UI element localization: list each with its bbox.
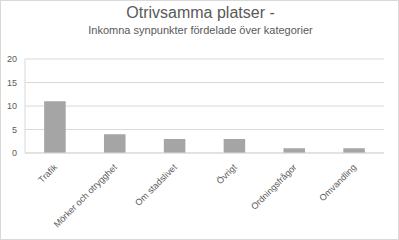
svg-text:15: 15 <box>8 78 17 88</box>
svg-text:Omvandling: Omvandling <box>317 162 358 203</box>
html-text:Otrivsamma platser -: Otrivsamma platser - <box>126 4 275 21</box>
svg-text:0: 0 <box>12 148 17 158</box>
svg-text:Om stadslivet: Om stadslivet <box>133 162 179 208</box>
svg-text:20: 20 <box>8 54 17 64</box>
svg-text:5: 5 <box>12 125 17 135</box>
svg-text:10: 10 <box>8 101 17 111</box>
svg-text:Övrigt: Övrigt <box>215 162 239 186</box>
html-text:Inkomna synpunkter fördelade ö: Inkomna synpunkter fördelade över katego… <box>88 24 313 36</box>
svg-text:Trafik: Trafik <box>36 162 59 185</box>
svg-text:Ordningsfrågor: Ordningsfrågor <box>249 162 299 212</box>
svg-text:Mörker och otrygghet: Mörker och otrygghet <box>52 162 120 230</box>
